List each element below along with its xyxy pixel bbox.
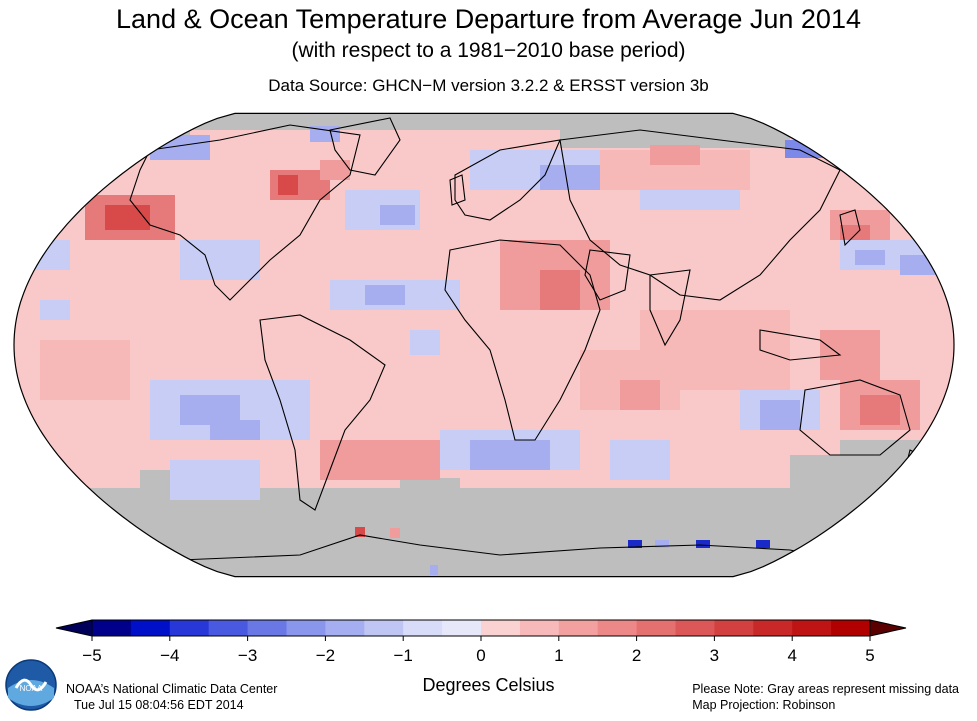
anomaly-cell [820,330,880,380]
colorbar-segment [519,620,560,636]
coastlines [129,117,921,577]
anomaly-grid-cells [30,113,954,577]
coastline [559,129,841,301]
anomaly-cell [470,440,550,470]
colorbar-segment [753,620,793,636]
coastline [449,174,466,206]
anomaly-cell [610,440,670,480]
colorbar-tick-label: 4 [787,646,796,665]
coastline [129,124,361,301]
colorbar-segment [325,620,365,636]
coastline [454,139,561,221]
colorbar-segment [247,620,287,636]
anomaly-cell [210,420,260,440]
anomaly-cell [320,440,440,480]
colorbar-segment [714,620,754,636]
coastline [584,249,631,301]
page-title: Land & Ocean Temperature Departure from … [116,4,861,34]
colorbar-segment [831,620,871,636]
timestamp: Tue Jul 15 08:04:56 EDT 2014 [74,698,244,712]
map-border [13,112,955,578]
colorbar-over-arrow [869,619,907,637]
projection-note: Map Projection: Robinson [692,698,836,712]
anomaly-cell [365,285,405,305]
colorbar-segment [92,620,132,636]
anomaly-cell [430,565,438,575]
colorbar-segment [286,620,326,636]
anomaly-cell [355,527,365,537]
colorbar-segments [92,620,871,636]
colorbar-segment [364,620,404,636]
missing-data-cell [400,478,460,498]
page-subtitle: (with respect to a 1981−2010 base period… [291,39,686,62]
coastline [329,117,401,176]
anomaly-cell [860,395,900,425]
data-source: Data Source: GHCN−M version 3.2.2 & ERSS… [268,76,709,95]
anomaly-cell [180,240,260,280]
anomaly-cell [320,160,350,180]
anomaly-cell [40,340,130,400]
colorbar-segment [169,620,210,636]
colorbar-tick-label: −2 [316,646,335,665]
map-interior [14,113,954,577]
colorbar-unit-label: Degrees Celsius [422,675,555,695]
colorbar-segment [558,620,599,636]
colorbar-tick-label: 2 [632,646,641,665]
colorbar-tick-label: −5 [82,646,101,665]
anomaly-cell [628,540,642,548]
colorbar-under-arrow [55,619,93,637]
anomaly-cell [655,540,669,548]
anomaly-cell [410,330,440,355]
coastline [649,269,691,347]
anomaly-cell [540,270,580,310]
colorbar-tick-label: −1 [394,646,413,665]
anomaly-cell [540,165,600,190]
colorbar-tick-label: 3 [710,646,719,665]
anomaly-cell [105,205,150,230]
colorbar-tick-label: 5 [865,646,874,665]
anomaly-cell [696,540,710,548]
noaa-logo-text: NOAA [20,684,43,693]
colorbar-tick-label: −3 [238,646,257,665]
anomaly-cell [278,175,298,195]
colorbar-tick-label: 0 [476,646,485,665]
colorbar-segment [792,620,832,636]
anomaly-cell [855,250,885,265]
anomaly-cell [620,380,660,410]
colorbar-segment [403,620,443,636]
coastline [444,239,601,441]
anomaly-cell [840,225,870,240]
colorbar-tick-label: 1 [554,646,563,665]
noaa-logo[interactable]: NOAA [4,658,58,712]
anomaly-cell [40,300,70,320]
colorbar-segment [442,620,482,636]
anomaly-cell [756,540,770,548]
coastline [759,329,842,361]
org-credit: NOAA’s National Climatic Data Center [66,682,278,696]
coastline [259,314,386,511]
anomaly-cell [760,400,800,430]
colorbar-ticks: −5 −4 −3 −2 −1 0 1 2 3 4 5 [82,636,875,665]
anomaly-cell [170,460,260,500]
anomaly-cell [650,145,700,165]
note-block: Please Note: Gray areas represent missin… [692,681,959,713]
colorbar-segment [597,620,638,636]
coastline [799,379,911,456]
colorbar-segment [675,620,715,636]
missing-data-note: Please Note: Gray areas represent missin… [692,682,959,696]
colorbar-segment [130,620,171,636]
credit-block: NOAA’s National Climatic Data Center Tue… [66,681,277,713]
colorbar-segment [208,620,249,636]
colorbar-segment [636,620,676,636]
colorbar-tick-label: −4 [160,646,179,665]
coastline [179,534,882,577]
coastline [839,209,861,247]
colorbar-segment [481,620,521,636]
anomaly-cell [380,205,415,225]
anomaly-cell [390,528,400,538]
